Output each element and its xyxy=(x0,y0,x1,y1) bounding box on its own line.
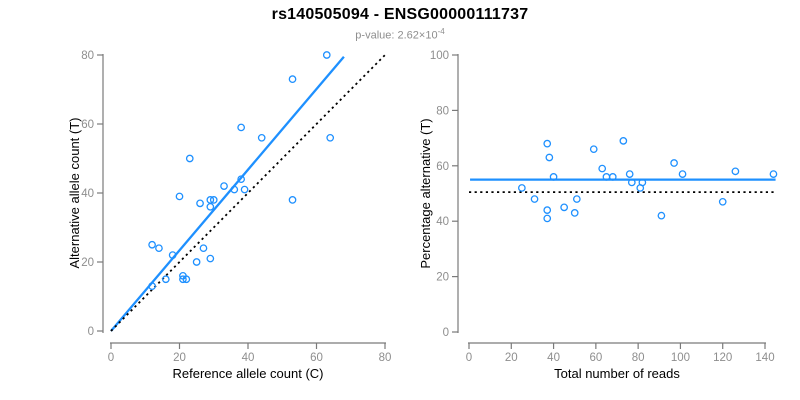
x-tick-label: 40 xyxy=(242,352,255,364)
figure-title: rs140505094 - ENSG00000111737 xyxy=(271,6,529,23)
data-point xyxy=(199,244,208,253)
data-point xyxy=(731,167,740,176)
data-point xyxy=(670,159,678,167)
data-point xyxy=(148,282,156,290)
data-points xyxy=(518,137,778,223)
y-tick-label: 0 xyxy=(443,327,449,339)
data-point xyxy=(545,153,554,162)
data-point xyxy=(206,202,215,211)
data-point xyxy=(543,206,552,214)
data-point xyxy=(179,275,187,284)
data-point xyxy=(678,170,687,178)
data-point xyxy=(518,184,526,192)
data-point xyxy=(638,178,647,187)
x-tick-label: 120 xyxy=(713,352,732,364)
x-tick-label: 40 xyxy=(547,352,560,364)
data-point xyxy=(288,75,297,84)
y-tick-label: 20 xyxy=(81,257,94,269)
data-point xyxy=(230,185,239,194)
data-point xyxy=(220,182,228,190)
data-point xyxy=(718,197,727,206)
x-tick-label: 0 xyxy=(466,352,472,364)
y-tick-label: 100 xyxy=(430,50,449,62)
fit-line xyxy=(110,55,345,332)
y-tick-label: 40 xyxy=(436,216,449,228)
figure-subtitle: p-value: 2.62×10-4 xyxy=(0,27,800,42)
data-point xyxy=(185,154,194,163)
data-point xyxy=(155,244,163,253)
x-tick-label: 140 xyxy=(755,352,774,364)
y-tick-label: 60 xyxy=(436,161,449,173)
data-point xyxy=(209,196,218,204)
data-point xyxy=(530,195,539,203)
x-tick-label: 100 xyxy=(671,352,690,364)
data-point xyxy=(543,214,552,223)
data-point xyxy=(192,258,201,266)
data-point xyxy=(168,251,177,259)
x-tick-label: 0 xyxy=(108,352,114,364)
data-point xyxy=(619,137,628,145)
data-point xyxy=(543,139,552,148)
data-point xyxy=(549,173,558,181)
data-point xyxy=(206,254,215,263)
data-point xyxy=(240,185,249,194)
y-axis: 0 20 40 60 80 100 xyxy=(430,50,459,339)
data-point xyxy=(572,195,581,203)
data-point xyxy=(288,196,297,204)
left-panel: 0 20 40 60 80 0 20 40 60 80 Reference allele count… xyxy=(67,50,391,381)
y-axis: 0 20 40 60 80 xyxy=(81,50,104,338)
x-axis: 0 20 40 60 80 100 120 140 xyxy=(466,342,775,364)
y-tick-label: 20 xyxy=(436,272,449,284)
x-tick-label: 20 xyxy=(173,352,186,364)
data-point xyxy=(657,211,666,220)
data-point xyxy=(560,203,568,212)
data-point xyxy=(570,209,579,217)
x-axis: 0 20 40 60 80 xyxy=(108,342,392,364)
data-point xyxy=(257,133,266,142)
data-points xyxy=(148,51,335,290)
data-point xyxy=(148,240,156,249)
y-tick-label: 40 xyxy=(81,188,94,200)
data-point xyxy=(196,199,204,208)
x-tick-label: 80 xyxy=(632,352,645,364)
data-point xyxy=(769,170,778,178)
p-value-exponent: -4 xyxy=(437,27,445,36)
data-point xyxy=(237,175,245,184)
data-point xyxy=(598,164,607,173)
data-point xyxy=(625,170,634,178)
x-axis-label: Reference allele count (C) xyxy=(172,366,323,381)
y-tick-label: 80 xyxy=(81,50,94,62)
data-point xyxy=(608,173,617,181)
data-point xyxy=(322,51,331,59)
data-point xyxy=(589,145,598,154)
data-point xyxy=(237,123,245,132)
y-tick-label: 0 xyxy=(88,326,94,338)
y-tick-label: 80 xyxy=(436,105,449,117)
x-tick-label: 60 xyxy=(310,352,323,364)
y-tick-label: 60 xyxy=(81,119,94,131)
data-point xyxy=(161,275,170,284)
right-panel: 0 20 40 60 80 100 0 20 40 60 80 100 120 140 Total numb… xyxy=(418,50,778,381)
data-point xyxy=(175,192,184,201)
y-axis-label: Alternative allele count (T) xyxy=(67,117,82,268)
data-point xyxy=(627,178,636,187)
data-point xyxy=(182,275,191,284)
x-tick-label: 80 xyxy=(379,352,392,364)
x-tick-label: 20 xyxy=(505,352,518,364)
p-value-text: p-value: 2.62×10 xyxy=(355,29,438,42)
y-axis-label: Percentage alternative (T) xyxy=(418,118,433,268)
x-axis-label: Total number of reads xyxy=(554,366,680,381)
data-point xyxy=(326,133,335,142)
x-tick-label: 60 xyxy=(589,352,602,364)
